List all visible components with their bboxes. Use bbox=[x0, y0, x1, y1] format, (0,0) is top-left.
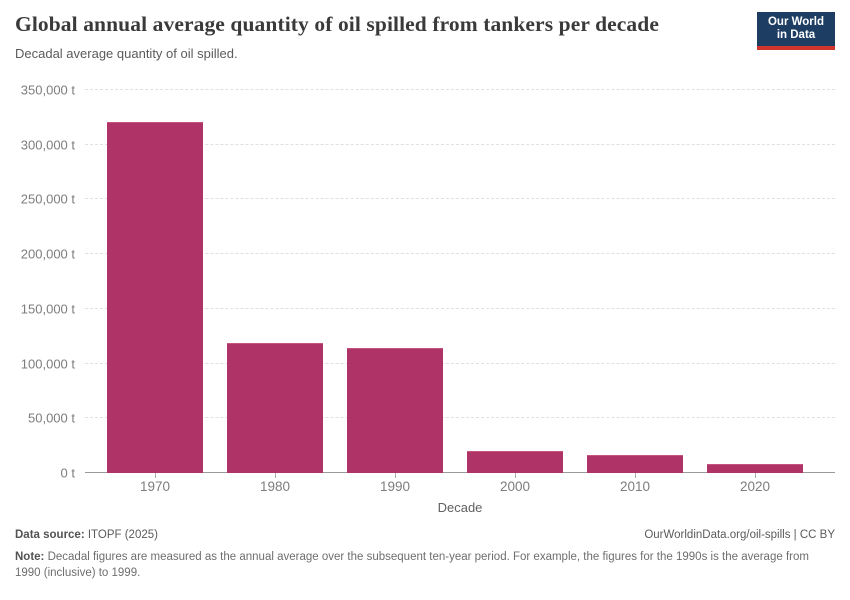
y-tick-label: 350,000 t bbox=[20, 82, 75, 98]
x-tick-mark bbox=[635, 473, 636, 478]
bar-1970[interactable] bbox=[107, 121, 203, 473]
x-tick-label-1970: 1970 bbox=[139, 479, 171, 494]
x-tick-mark bbox=[395, 473, 396, 478]
bar-1980[interactable] bbox=[227, 342, 323, 473]
bar-slot bbox=[455, 90, 575, 478]
bars-container bbox=[95, 90, 815, 478]
y-tick-label: 150,000 t bbox=[20, 301, 75, 317]
gridline bbox=[85, 253, 835, 255]
bar-2020[interactable] bbox=[707, 464, 803, 473]
data-source: Data source: ITOPF (2025) bbox=[15, 529, 158, 541]
owid-logo[interactable]: Our World in Data bbox=[757, 12, 835, 50]
y-tick-label: 250,000 t bbox=[20, 191, 75, 207]
gridline bbox=[85, 198, 835, 200]
y-tick-label: 200,000 t bbox=[20, 246, 75, 262]
data-source-label: Data source: bbox=[15, 529, 85, 541]
x-tick-mark bbox=[515, 473, 516, 478]
footnote: Note: Decadal figures are measured as th… bbox=[15, 549, 827, 581]
y-tick-label: 0 t bbox=[60, 465, 75, 481]
bar-2010[interactable] bbox=[587, 454, 683, 473]
page-title: Global annual average quantity of oil sp… bbox=[15, 12, 659, 36]
header: Global annual average quantity of oil sp… bbox=[15, 12, 835, 61]
chart-subtitle: Decadal average quantity of oil spilled. bbox=[15, 46, 238, 61]
y-axis: 0 t 50,000 t 100,000 t 150,000 t 200,000 t 25… bbox=[0, 83, 75, 481]
x-tick-mark bbox=[275, 473, 276, 478]
x-tick-mark bbox=[755, 473, 756, 478]
x-axis: 1970 1980 1990 2000 2010 2020 bbox=[95, 479, 815, 494]
gridline bbox=[85, 307, 835, 309]
bar-1990[interactable] bbox=[347, 348, 443, 473]
owid-logo-line1: Our World bbox=[767, 16, 824, 28]
gridline bbox=[85, 89, 835, 90]
bar-slot bbox=[575, 90, 695, 478]
y-tick-label: 300,000 t bbox=[20, 137, 75, 153]
x-tick-label-2010: 2010 bbox=[619, 479, 651, 494]
gridline bbox=[85, 143, 835, 145]
x-tick-label-1990: 1990 bbox=[379, 479, 411, 494]
x-tick-label-1980: 1980 bbox=[259, 479, 291, 494]
bar-slot bbox=[335, 90, 455, 478]
footnote-text: Decadal figures are measured as the annu… bbox=[15, 551, 809, 579]
footer: Data source: ITOPF (2025) OurWorldinData… bbox=[15, 529, 835, 581]
owid-logo-line2: in Data bbox=[776, 29, 816, 41]
gridline bbox=[85, 417, 835, 419]
x-axis-line bbox=[85, 472, 835, 473]
bar-slot bbox=[95, 90, 215, 478]
x-tick-mark bbox=[155, 473, 156, 478]
bar-slot bbox=[695, 90, 815, 478]
x-tick-label-2020: 2020 bbox=[739, 479, 771, 494]
x-tick-label-2000: 2000 bbox=[499, 479, 531, 494]
bar-2000[interactable] bbox=[467, 450, 563, 473]
license-link[interactable]: OurWorldinData.org/oil-spills | CC BY bbox=[644, 529, 835, 541]
y-tick-label: 50,000 t bbox=[28, 410, 75, 426]
footnote-label: Note: bbox=[15, 551, 45, 563]
x-axis-title: Decade bbox=[437, 500, 483, 515]
bar-slot bbox=[215, 90, 335, 478]
data-source-value: ITOPF (2025) bbox=[84, 529, 158, 541]
gridline bbox=[85, 362, 835, 364]
plot-area bbox=[85, 89, 835, 478]
y-tick-label: 100,000 t bbox=[20, 356, 75, 372]
